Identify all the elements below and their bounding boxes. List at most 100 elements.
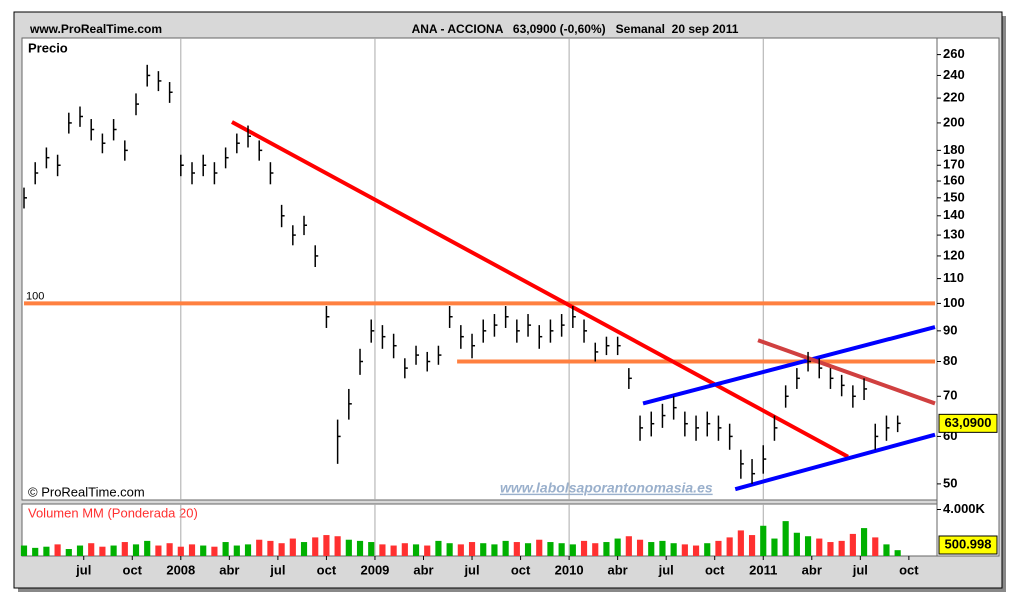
volume-bar (726, 537, 733, 556)
x-tick-label: 2011 (749, 562, 777, 577)
volume-bar (20, 545, 28, 556)
current-price-box (938, 413, 998, 433)
y-tick-label: 200 (943, 114, 965, 129)
volume-bar (793, 532, 800, 556)
volume-bar (648, 542, 655, 556)
volume-bar (558, 543, 565, 556)
y-tick-label: 140 (943, 207, 965, 222)
volume-bar (659, 540, 666, 556)
x-tick-label: abr (219, 562, 239, 577)
y-tick-label: 100 (943, 295, 965, 310)
volume-bar (43, 546, 50, 556)
volume-bar (312, 537, 319, 556)
volume-bar (715, 540, 722, 556)
x-tick-label: jul (269, 562, 285, 577)
volume-bar (592, 543, 599, 556)
volume-bar (480, 543, 487, 556)
y-tick-label: 260 (943, 46, 965, 61)
x-tick-label: 2010 (555, 562, 584, 577)
volume-bar (513, 542, 520, 556)
volume-bar (636, 539, 644, 556)
y-tick-label: 150 (943, 189, 965, 204)
volume-bar (200, 545, 207, 556)
chart-title: ANA - ACCIONA 63,0900 (-0,60%) Semanal 2… (412, 22, 739, 36)
volume-bar (76, 545, 84, 556)
volume-bar (144, 540, 151, 556)
volume-bar (446, 543, 453, 556)
x-tick-label: oct (705, 562, 725, 577)
volume-bar (278, 543, 285, 556)
current-price: 63,0900 (945, 415, 992, 430)
volume-bar (188, 544, 196, 556)
volume-bar (65, 549, 72, 556)
volume-bar (838, 540, 845, 556)
volume-bar (356, 540, 364, 556)
volume-bar (782, 521, 789, 556)
y-tick-label: 120 (943, 247, 965, 262)
volume-label: Volumen MM (Ponderada 20) (28, 505, 198, 520)
copyright: © ProRealTime.com (28, 484, 145, 499)
volume-bar (300, 542, 308, 556)
volume-bar (816, 538, 823, 556)
y-tick-label: 160 (943, 172, 965, 187)
volume-bar (748, 535, 756, 556)
volume-bar (804, 536, 812, 556)
volume-bar (132, 544, 140, 556)
y-tick-label: 90 (943, 322, 957, 337)
trend-line (734, 432, 936, 492)
volume-bar (692, 545, 700, 556)
x-tick-label: oct (123, 562, 143, 577)
volume-bar (760, 525, 767, 556)
volume-bar (32, 547, 39, 556)
volume-bar (345, 539, 352, 556)
volume-bar (177, 546, 184, 556)
volume-bar (368, 542, 375, 556)
volume-bar (110, 545, 117, 556)
volume-bar (625, 536, 632, 556)
volume-bar (211, 546, 218, 556)
volume-bar (860, 528, 868, 556)
x-tick-label: abr (413, 562, 433, 577)
volume-bar (771, 538, 778, 556)
volume-bar (737, 530, 744, 556)
volume-bar (88, 543, 95, 556)
volume-bar (244, 544, 252, 556)
y-tick-label: 180 (943, 142, 965, 157)
volume-bar (614, 538, 621, 556)
volume-bar (166, 543, 173, 556)
volume-bar (536, 539, 543, 556)
y-tick-label: 240 (943, 67, 965, 82)
site: www.ProRealTime.com (29, 22, 162, 36)
volume-bar (334, 536, 341, 556)
volume-bar (233, 545, 240, 556)
volume-bar (502, 540, 509, 556)
volume-bar (121, 542, 128, 556)
x-tick-label: jul (658, 562, 674, 577)
volume-bar (412, 544, 420, 556)
watermark: www.labolsaporantonomasia.es (500, 480, 713, 496)
current-volume: 500.998 (945, 536, 992, 551)
volume-bar (289, 538, 296, 556)
volume-bar (681, 544, 688, 556)
volume-bar (267, 540, 274, 556)
volume-bar (894, 550, 901, 556)
volume-bar (827, 542, 834, 556)
volume-bar (883, 544, 890, 556)
volume-bar (99, 546, 106, 556)
volume-bar (401, 543, 408, 556)
x-tick-label: oct (317, 562, 337, 577)
y-tick-label: 70 (943, 388, 957, 403)
x-tick-label: jul (75, 562, 91, 577)
volume-bar (569, 544, 576, 556)
y-tick-label: 170 (943, 157, 965, 172)
marks: jul oct 2008 abr jul oct 2009 abr jul oct 2010 abr j… (20, 38, 998, 577)
x-tick-label: jul (463, 562, 479, 577)
x-tick-label: 2009 (360, 562, 389, 577)
volume-bar (155, 545, 162, 556)
volume-bar (704, 543, 711, 556)
y-tick-label: 50 (943, 475, 957, 490)
volume-bar (435, 540, 442, 556)
volume-bar (670, 543, 677, 556)
x-tick-label: abr (608, 562, 628, 577)
